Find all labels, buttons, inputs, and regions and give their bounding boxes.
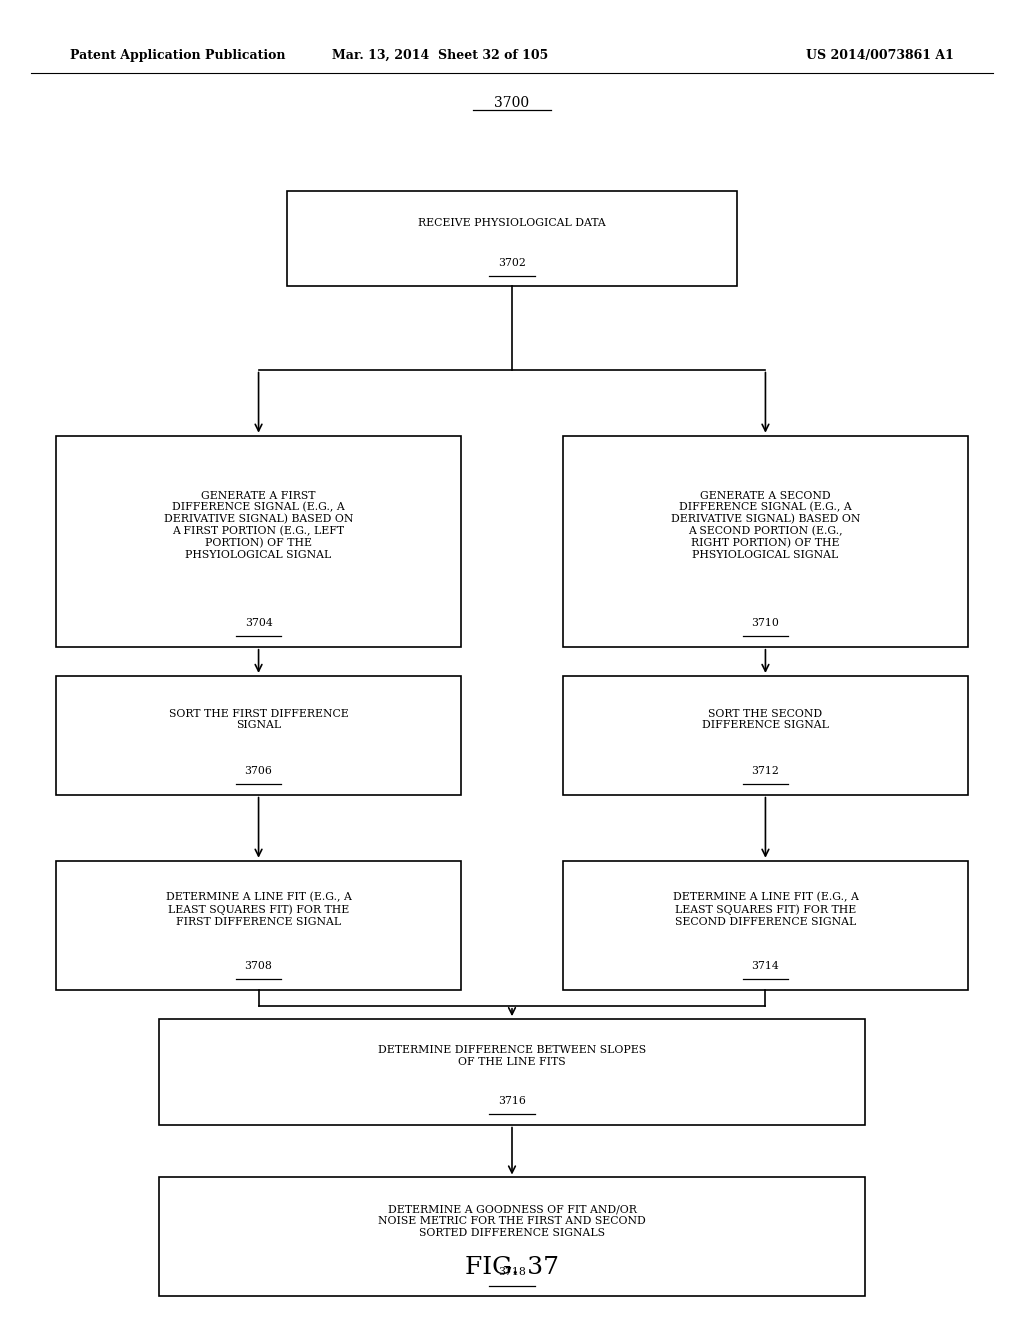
Bar — [56, 676, 461, 795]
Text: 3702: 3702 — [498, 257, 526, 268]
Text: Mar. 13, 2014  Sheet 32 of 105: Mar. 13, 2014 Sheet 32 of 105 — [332, 49, 549, 62]
Bar — [563, 676, 968, 795]
Text: 3714: 3714 — [752, 961, 779, 972]
Text: DETERMINE A LINE FIT (E.G., A
LEAST SQUARES FIT) FOR THE
FIRST DIFFERENCE SIGNAL: DETERMINE A LINE FIT (E.G., A LEAST SQUA… — [166, 892, 351, 927]
Bar — [159, 1019, 865, 1125]
Text: DETERMINE DIFFERENCE BETWEEN SLOPES
OF THE LINE FITS: DETERMINE DIFFERENCE BETWEEN SLOPES OF T… — [378, 1045, 646, 1067]
Text: 3710: 3710 — [752, 618, 779, 628]
Text: RECEIVE PHYSIOLOGICAL DATA: RECEIVE PHYSIOLOGICAL DATA — [418, 218, 606, 228]
Bar — [563, 436, 968, 647]
Bar — [287, 191, 737, 286]
Bar — [56, 861, 461, 990]
Bar — [563, 861, 968, 990]
Bar — [159, 1177, 865, 1296]
Text: DETERMINE A GOODNESS OF FIT AND/OR
NOISE METRIC FOR THE FIRST AND SECOND
SORTED : DETERMINE A GOODNESS OF FIT AND/OR NOISE… — [378, 1204, 646, 1238]
Text: 3706: 3706 — [245, 766, 272, 776]
Text: 3704: 3704 — [245, 618, 272, 628]
Text: DETERMINE A LINE FIT (E.G., A
LEAST SQUARES FIT) FOR THE
SECOND DIFFERENCE SIGNA: DETERMINE A LINE FIT (E.G., A LEAST SQUA… — [673, 892, 858, 927]
Text: 3708: 3708 — [245, 961, 272, 972]
Bar — [56, 436, 461, 647]
Text: Patent Application Publication: Patent Application Publication — [70, 49, 285, 62]
Text: 3718: 3718 — [498, 1267, 526, 1278]
Text: 3716: 3716 — [498, 1096, 526, 1106]
Text: US 2014/0073861 A1: US 2014/0073861 A1 — [807, 49, 954, 62]
Text: GENERATE A SECOND
DIFFERENCE SIGNAL (E.G., A
DERIVATIVE SIGNAL) BASED ON
A SECON: GENERATE A SECOND DIFFERENCE SIGNAL (E.G… — [671, 491, 860, 560]
Text: GENERATE A FIRST
DIFFERENCE SIGNAL (E.G., A
DERIVATIVE SIGNAL) BASED ON
A FIRST : GENERATE A FIRST DIFFERENCE SIGNAL (E.G.… — [164, 491, 353, 560]
Text: SORT THE SECOND
DIFFERENCE SIGNAL: SORT THE SECOND DIFFERENCE SIGNAL — [702, 709, 828, 730]
Text: FIG. 37: FIG. 37 — [465, 1255, 559, 1279]
Text: SORT THE FIRST DIFFERENCE
SIGNAL: SORT THE FIRST DIFFERENCE SIGNAL — [169, 709, 348, 730]
Text: 3712: 3712 — [752, 766, 779, 776]
Text: 3700: 3700 — [495, 96, 529, 110]
